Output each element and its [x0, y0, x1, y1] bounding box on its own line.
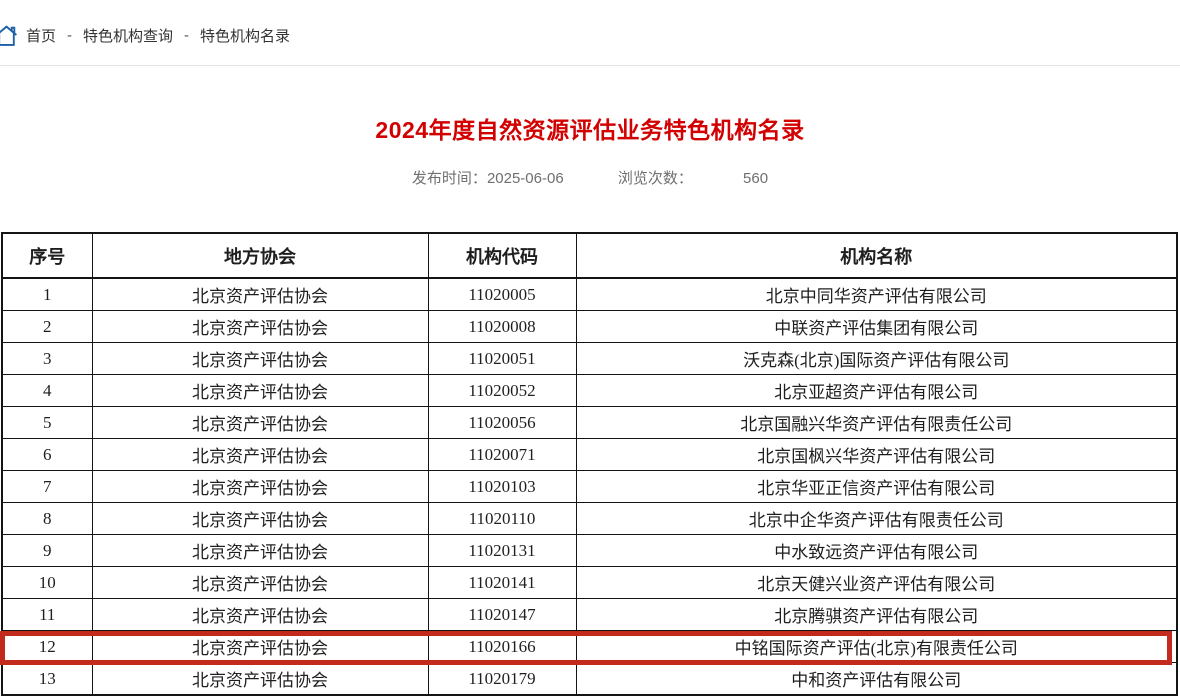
cell-org-code: 11020052 — [427, 374, 577, 407]
col-header-index: 序号 — [1, 232, 93, 279]
cell-org-code: 11020103 — [427, 470, 577, 503]
page-title: 2024年度自然资源评估业务特色机构名录 — [375, 117, 805, 143]
table-row: 2 北京资产评估协会 11020008 中联资产评估集团有限公司 — [1, 310, 1178, 343]
cell-row-index: 12 — [1, 630, 93, 663]
publish-date-value: 2025-06-06 — [486, 170, 564, 187]
views-label: 浏览次数： — [617, 170, 693, 187]
cell-row-index: 11 — [1, 598, 93, 631]
cell-org-code: 11020051 — [427, 342, 577, 375]
table-row: 9 北京资产评估协会 11020131 中水致远资产评估有限公司 — [1, 534, 1178, 567]
cell-association: 北京资产评估协会 — [91, 342, 429, 375]
cell-org-code: 11020166 — [427, 630, 577, 663]
cell-row-index: 2 — [1, 310, 93, 343]
cell-org-name: 北京中同华资产评估有限公司 — [575, 277, 1178, 311]
cell-association: 北京资产评估协会 — [91, 534, 429, 567]
cell-association: 北京资产评估协会 — [91, 470, 429, 503]
table-row: 8 北京资产评估协会 11020110 北京中企华资产评估有限责任公司 — [1, 502, 1178, 535]
cell-org-name: 北京腾骐资产评估有限公司 — [575, 598, 1178, 631]
col-header-association: 地方协会 — [91, 232, 429, 279]
cell-org-name: 北京中企华资产评估有限责任公司 — [575, 502, 1178, 535]
table-row: 11 北京资产评估协会 11020147 北京腾骐资产评估有限公司 — [1, 598, 1178, 631]
cell-row-index: 7 — [1, 470, 93, 503]
cell-row-index: 10 — [1, 566, 93, 599]
table-row: 1 北京资产评估协会 11020005 北京中同华资产评估有限公司 — [1, 277, 1178, 311]
breadcrumb-item-directory: 特色机构名录 — [200, 28, 291, 45]
table-row: 10 北京资产评估协会 11020141 北京天健兴业资产评估有限公司 — [1, 566, 1178, 599]
breadcrumb-bar: 首页 - 特色机构查询 - 特色机构名录 — [0, 0, 1180, 66]
table-row: 5 北京资产评估协会 11020056 北京国融兴华资产评估有限责任公司 — [1, 406, 1178, 439]
cell-association: 北京资产评估协会 — [91, 310, 429, 343]
org-directory-table: 序号 地方协会 机构代码 机构名称 1 北京资产评估协会 11020005 北京中同华… — [1, 232, 1178, 696]
table-row: 6 北京资产评估协会 11020071 北京国枫兴华资产评估有限公司 — [1, 438, 1178, 471]
cell-association: 北京资产评估协会 — [91, 438, 429, 471]
cell-org-name: 北京天健兴业资产评估有限公司 — [575, 566, 1178, 599]
table-row: 13 北京资产评估协会 11020179 中和资产评估有限公司 — [1, 662, 1178, 696]
article-head: 2024年度自然资源评估业务特色机构名录 发布时间：2025-06-06 浏览次… — [0, 67, 1180, 188]
cell-association: 北京资产评估协会 — [91, 406, 429, 439]
cell-org-code: 11020131 — [427, 534, 577, 567]
article-meta: 发布时间：2025-06-06 浏览次数： 560 — [0, 167, 1180, 188]
table-row: 3 北京资产评估协会 11020051 沃克森(北京)国际资产评估有限公司 — [1, 342, 1178, 375]
cell-org-name: 北京华亚正信资产评估有限公司 — [575, 470, 1178, 503]
cell-row-index: 8 — [1, 502, 93, 535]
table-row: 12 北京资产评估协会 11020166 中铭国际资产评估(北京)有限责任公司 — [1, 630, 1178, 663]
cell-org-code: 11020071 — [427, 438, 577, 471]
views-count: 560 — [743, 170, 769, 187]
cell-org-code: 11020005 — [427, 277, 577, 311]
cell-org-code: 11020179 — [427, 662, 577, 696]
col-header-org-code: 机构代码 — [427, 232, 577, 279]
cell-org-code: 11020147 — [427, 598, 577, 631]
cell-row-index: 5 — [1, 406, 93, 439]
cell-org-name: 北京国枫兴华资产评估有限公司 — [575, 438, 1178, 471]
cell-org-name: 中联资产评估集团有限公司 — [575, 310, 1178, 343]
cell-row-index: 9 — [1, 534, 93, 567]
breadcrumb-item-query[interactable]: 特色机构查询 — [83, 28, 174, 45]
cell-row-index: 6 — [1, 438, 93, 471]
cell-org-name: 沃克森(北京)国际资产评估有限公司 — [575, 342, 1178, 375]
cell-association: 北京资产评估协会 — [91, 566, 429, 599]
table-body: 1 北京资产评估协会 11020005 北京中同华资产评估有限公司 2 北京资产评估协会 1… — [1, 277, 1178, 696]
cell-org-name: 中和资产评估有限公司 — [575, 662, 1178, 696]
cell-org-code: 11020141 — [427, 566, 577, 599]
cell-org-name: 北京亚超资产评估有限公司 — [575, 374, 1178, 407]
table-row: 7 北京资产评估协会 11020103 北京华亚正信资产评估有限公司 — [1, 470, 1178, 503]
cell-row-index: 13 — [1, 662, 93, 696]
table-header-row: 序号 地方协会 机构代码 机构名称 — [1, 232, 1178, 279]
cell-org-code: 11020056 — [427, 406, 577, 439]
cell-association: 北京资产评估协会 — [91, 598, 429, 631]
cell-association: 北京资产评估协会 — [91, 662, 429, 696]
breadcrumb: 首页 - 特色机构查询 - 特色机构名录 — [0, 0, 1180, 48]
breadcrumb-separator: - — [67, 27, 73, 44]
breadcrumb-separator: - — [184, 27, 190, 44]
cell-association: 北京资产评估协会 — [91, 277, 429, 311]
cell-association: 北京资产评估协会 — [91, 502, 429, 535]
cell-row-index: 1 — [1, 277, 93, 311]
cell-association: 北京资产评估协会 — [91, 374, 429, 407]
cell-row-index: 3 — [1, 342, 93, 375]
publish-date-label: 发布时间： — [411, 170, 487, 187]
breadcrumb-item-home[interactable]: 首页 — [26, 28, 57, 45]
cell-association: 北京资产评估协会 — [91, 630, 429, 663]
cell-org-code: 11020110 — [427, 502, 577, 535]
cell-row-index: 4 — [1, 374, 93, 407]
cell-org-name: 中铭国际资产评估(北京)有限责任公司 — [575, 630, 1178, 663]
cell-org-code: 11020008 — [427, 310, 577, 343]
cell-org-name: 中水致远资产评估有限公司 — [575, 534, 1178, 567]
home-icon — [0, 23, 19, 48]
col-header-org-name: 机构名称 — [575, 232, 1178, 279]
cell-org-name: 北京国融兴华资产评估有限责任公司 — [575, 406, 1178, 439]
table-row: 4 北京资产评估协会 11020052 北京亚超资产评估有限公司 — [1, 374, 1178, 407]
